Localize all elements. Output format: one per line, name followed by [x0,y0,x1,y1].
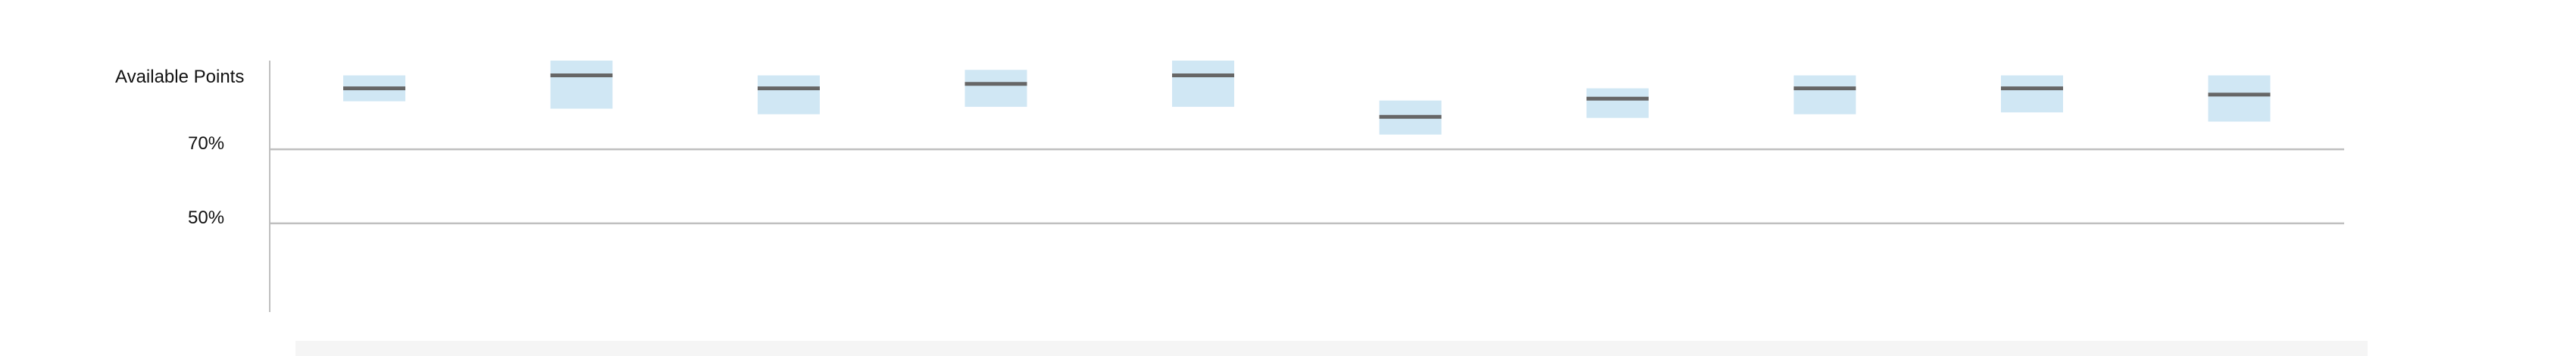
y-axis-title: Available Points [115,67,244,87]
box-item [2208,75,2271,122]
box-item [964,70,1027,108]
y-tick-label: 50% [188,208,224,228]
reference-lines [270,148,2344,225]
footer-band [295,341,2368,356]
box-item [343,75,405,101]
box [1793,75,1856,114]
box [2208,75,2271,122]
box [1172,61,1234,108]
box [964,70,1027,108]
box-item [550,61,613,109]
box-item [758,75,820,114]
box-item [2001,75,2063,113]
box-item [1793,75,1856,114]
box [758,75,820,114]
boxes [343,61,2271,135]
box [550,61,613,109]
box-item [1587,88,1649,118]
box-item [1379,100,1442,135]
box [2001,75,2063,113]
box [1587,88,1649,118]
y-tick-labels: 70% 50% [188,133,224,228]
y-tick-label: 70% [188,133,224,154]
box-item [1172,61,1234,108]
